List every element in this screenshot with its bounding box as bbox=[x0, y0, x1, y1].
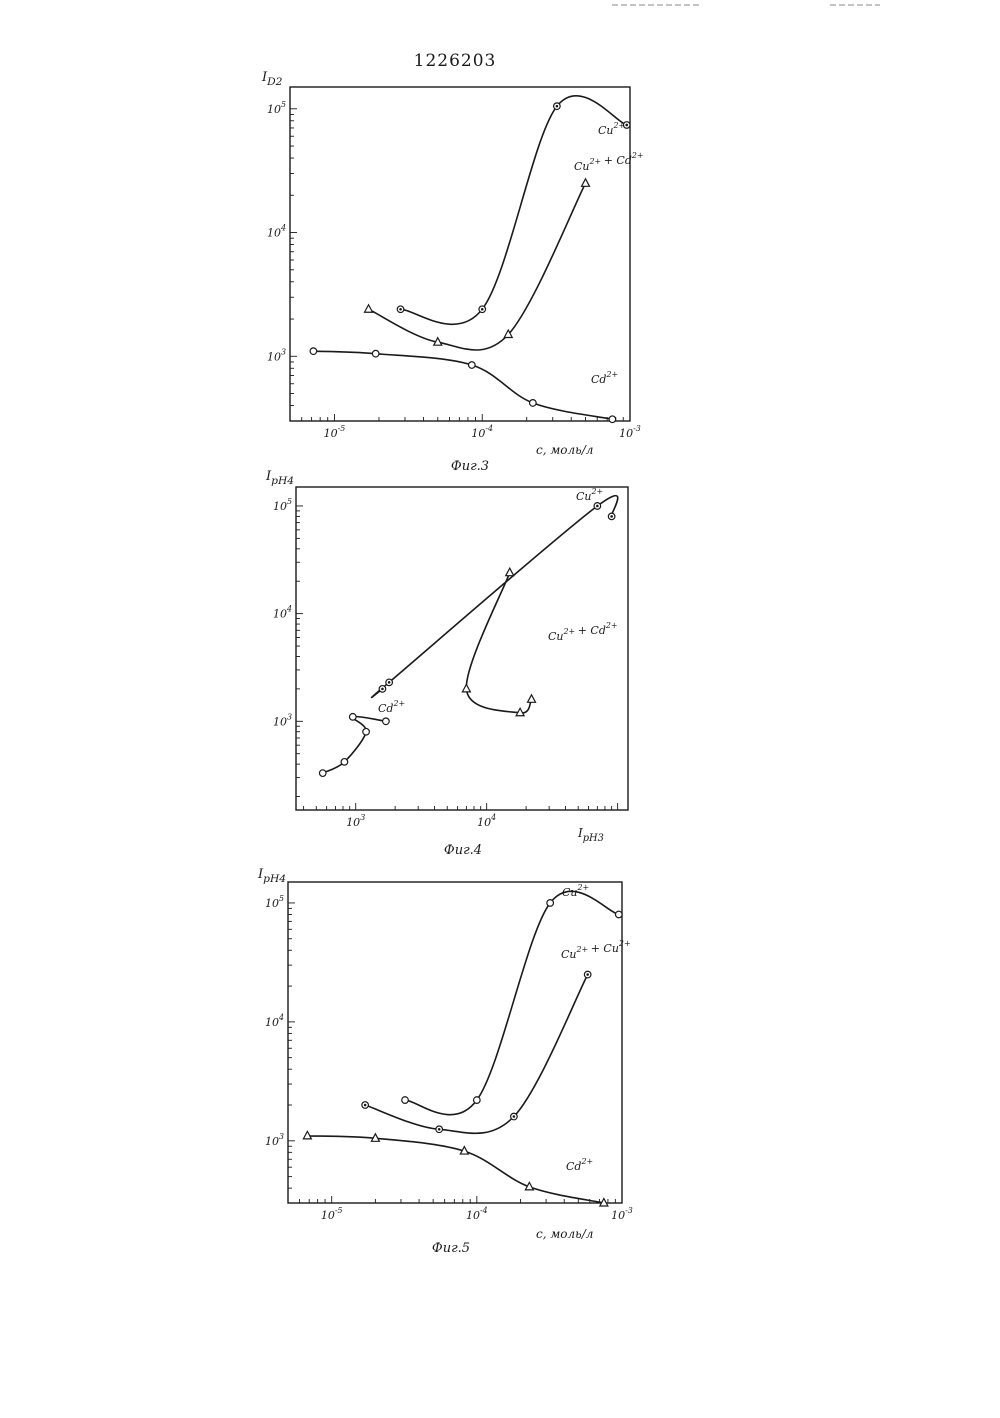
fig4-data-point bbox=[349, 714, 356, 721]
fig3-chart: 10-5 10-4 10-3 103 104 105 ID2 c, моль/л Фиг.3 Cu… bbox=[261, 70, 644, 474]
fig4-data-point bbox=[506, 568, 514, 576]
fig4-data-point-center bbox=[388, 681, 391, 684]
fig5-data-point-center bbox=[513, 1115, 516, 1118]
fig5-data-point-center bbox=[438, 1128, 441, 1131]
fig4-data-point-center bbox=[610, 515, 613, 518]
fig4-y-tick-label: 104 bbox=[273, 605, 292, 621]
fig5-series-label: Cd2+ bbox=[566, 1157, 593, 1173]
fig5-series-label: Cu2+ bbox=[562, 883, 589, 899]
fig4-y-tick-label: 103 bbox=[273, 712, 292, 728]
fig4-data-point bbox=[383, 718, 390, 725]
fig3-caption: Фиг.3 bbox=[451, 459, 489, 474]
fig3-data-point-center bbox=[399, 308, 402, 311]
fig3-data-point-center bbox=[556, 105, 559, 108]
fig3-x-tick-label: 10-5 bbox=[324, 424, 346, 440]
fig3-x-tick-label: 10-3 bbox=[619, 424, 641, 440]
fig4-data-point bbox=[341, 759, 348, 766]
fig4-series-label: Cd2+ bbox=[378, 699, 405, 715]
fig4-series-line bbox=[466, 573, 531, 713]
fig5-x-axis-label: c, моль/л bbox=[536, 1227, 593, 1241]
fig5-chart: 10-5 10-4 10-3 103 104 105 IpH4 c, моль/л Фиг.5 C… bbox=[257, 867, 633, 1256]
fig4-data-point bbox=[319, 770, 326, 777]
fig5-data-point bbox=[303, 1131, 311, 1139]
fig5-series-line bbox=[307, 1136, 604, 1203]
fig5-plot-frame bbox=[288, 882, 622, 1203]
fig4-data-point bbox=[462, 684, 470, 692]
fig3-data-point bbox=[530, 400, 537, 407]
fig5-x-tick-label: 10-3 bbox=[611, 1206, 633, 1222]
fig5-data-point-center bbox=[586, 973, 589, 976]
fig3-data-point bbox=[365, 305, 373, 313]
fig5-caption: Фиг.5 bbox=[432, 1241, 470, 1256]
fig5-x-tick-label: 10-4 bbox=[466, 1206, 488, 1222]
fig4-x-tick-label: 104 bbox=[477, 813, 496, 829]
fig4-series-label: Cu2+ bbox=[576, 487, 603, 503]
fig3-y-axis-label: ID2 bbox=[261, 70, 283, 88]
fig3-series-label: Cu2+ + Cd2+ bbox=[574, 151, 644, 173]
fig3-series-line bbox=[313, 351, 612, 419]
fig4-y-axis-label: IpH4 bbox=[265, 469, 294, 487]
fig3-data-point bbox=[609, 416, 616, 423]
fig4-y-tick-label: 105 bbox=[273, 497, 292, 513]
fig3-data-point bbox=[469, 362, 476, 369]
patent-number: 1226203 bbox=[414, 51, 497, 71]
fig4-series-line bbox=[372, 496, 618, 698]
fig4-data-point-center bbox=[596, 505, 599, 508]
fig3-data-point bbox=[372, 350, 379, 357]
fig5-series-label: Cu2+ + Cu2+ bbox=[561, 939, 631, 961]
fig5-y-axis-label: IpH4 bbox=[257, 867, 286, 885]
fig5-data-point bbox=[474, 1097, 481, 1104]
fig4-data-point-center bbox=[381, 688, 384, 691]
fig4-data-point bbox=[363, 728, 370, 735]
fig3-data-point bbox=[310, 348, 317, 355]
fig5-data-point-center bbox=[364, 1104, 367, 1107]
fig3-series-line bbox=[401, 96, 627, 325]
fig4-caption: Фиг.4 bbox=[444, 843, 482, 858]
fig5-y-tick-label: 104 bbox=[265, 1013, 284, 1029]
fig3-y-tick-label: 105 bbox=[267, 100, 286, 116]
fig4-x-tick-label: 103 bbox=[346, 813, 365, 829]
fig4-data-point bbox=[528, 695, 536, 703]
fig5-x-tick-label: 10-5 bbox=[321, 1206, 343, 1222]
fig3-data-point-center bbox=[481, 308, 484, 311]
fig3-series-label: Cu2+ bbox=[598, 121, 625, 137]
fig3-data-point bbox=[582, 179, 590, 187]
fig3-plot-frame bbox=[290, 87, 630, 421]
fig3-x-tick-label: 10-4 bbox=[471, 424, 493, 440]
fig5-series-line bbox=[365, 975, 588, 1134]
fig5-data-point bbox=[547, 900, 554, 907]
fig5-data-point bbox=[615, 911, 622, 918]
fig4-chart: 103 104 103 104 105 IpH4 IpH3 Фиг.4 Cu2+ Cu2+ + … bbox=[265, 469, 628, 858]
fig3-y-tick-label: 103 bbox=[267, 347, 286, 363]
fig5-series-line bbox=[405, 891, 619, 1114]
fig3-x-axis-label: c, моль/л bbox=[536, 443, 593, 457]
fig3-data-point-center bbox=[625, 124, 628, 127]
fig5-data-point bbox=[402, 1097, 409, 1104]
fig4-x-axis-label: IpH3 bbox=[577, 826, 604, 844]
fig3-y-tick-label: 104 bbox=[267, 224, 286, 240]
fig4-series-label: Cu2+ + Cd2+ bbox=[548, 621, 618, 643]
fig3-series-line bbox=[369, 183, 586, 350]
fig5-y-tick-label: 103 bbox=[265, 1132, 284, 1148]
fig4-series-line bbox=[323, 716, 386, 773]
fig3-series-label: Cd2+ bbox=[591, 370, 618, 386]
fig5-y-tick-label: 105 bbox=[265, 894, 284, 910]
